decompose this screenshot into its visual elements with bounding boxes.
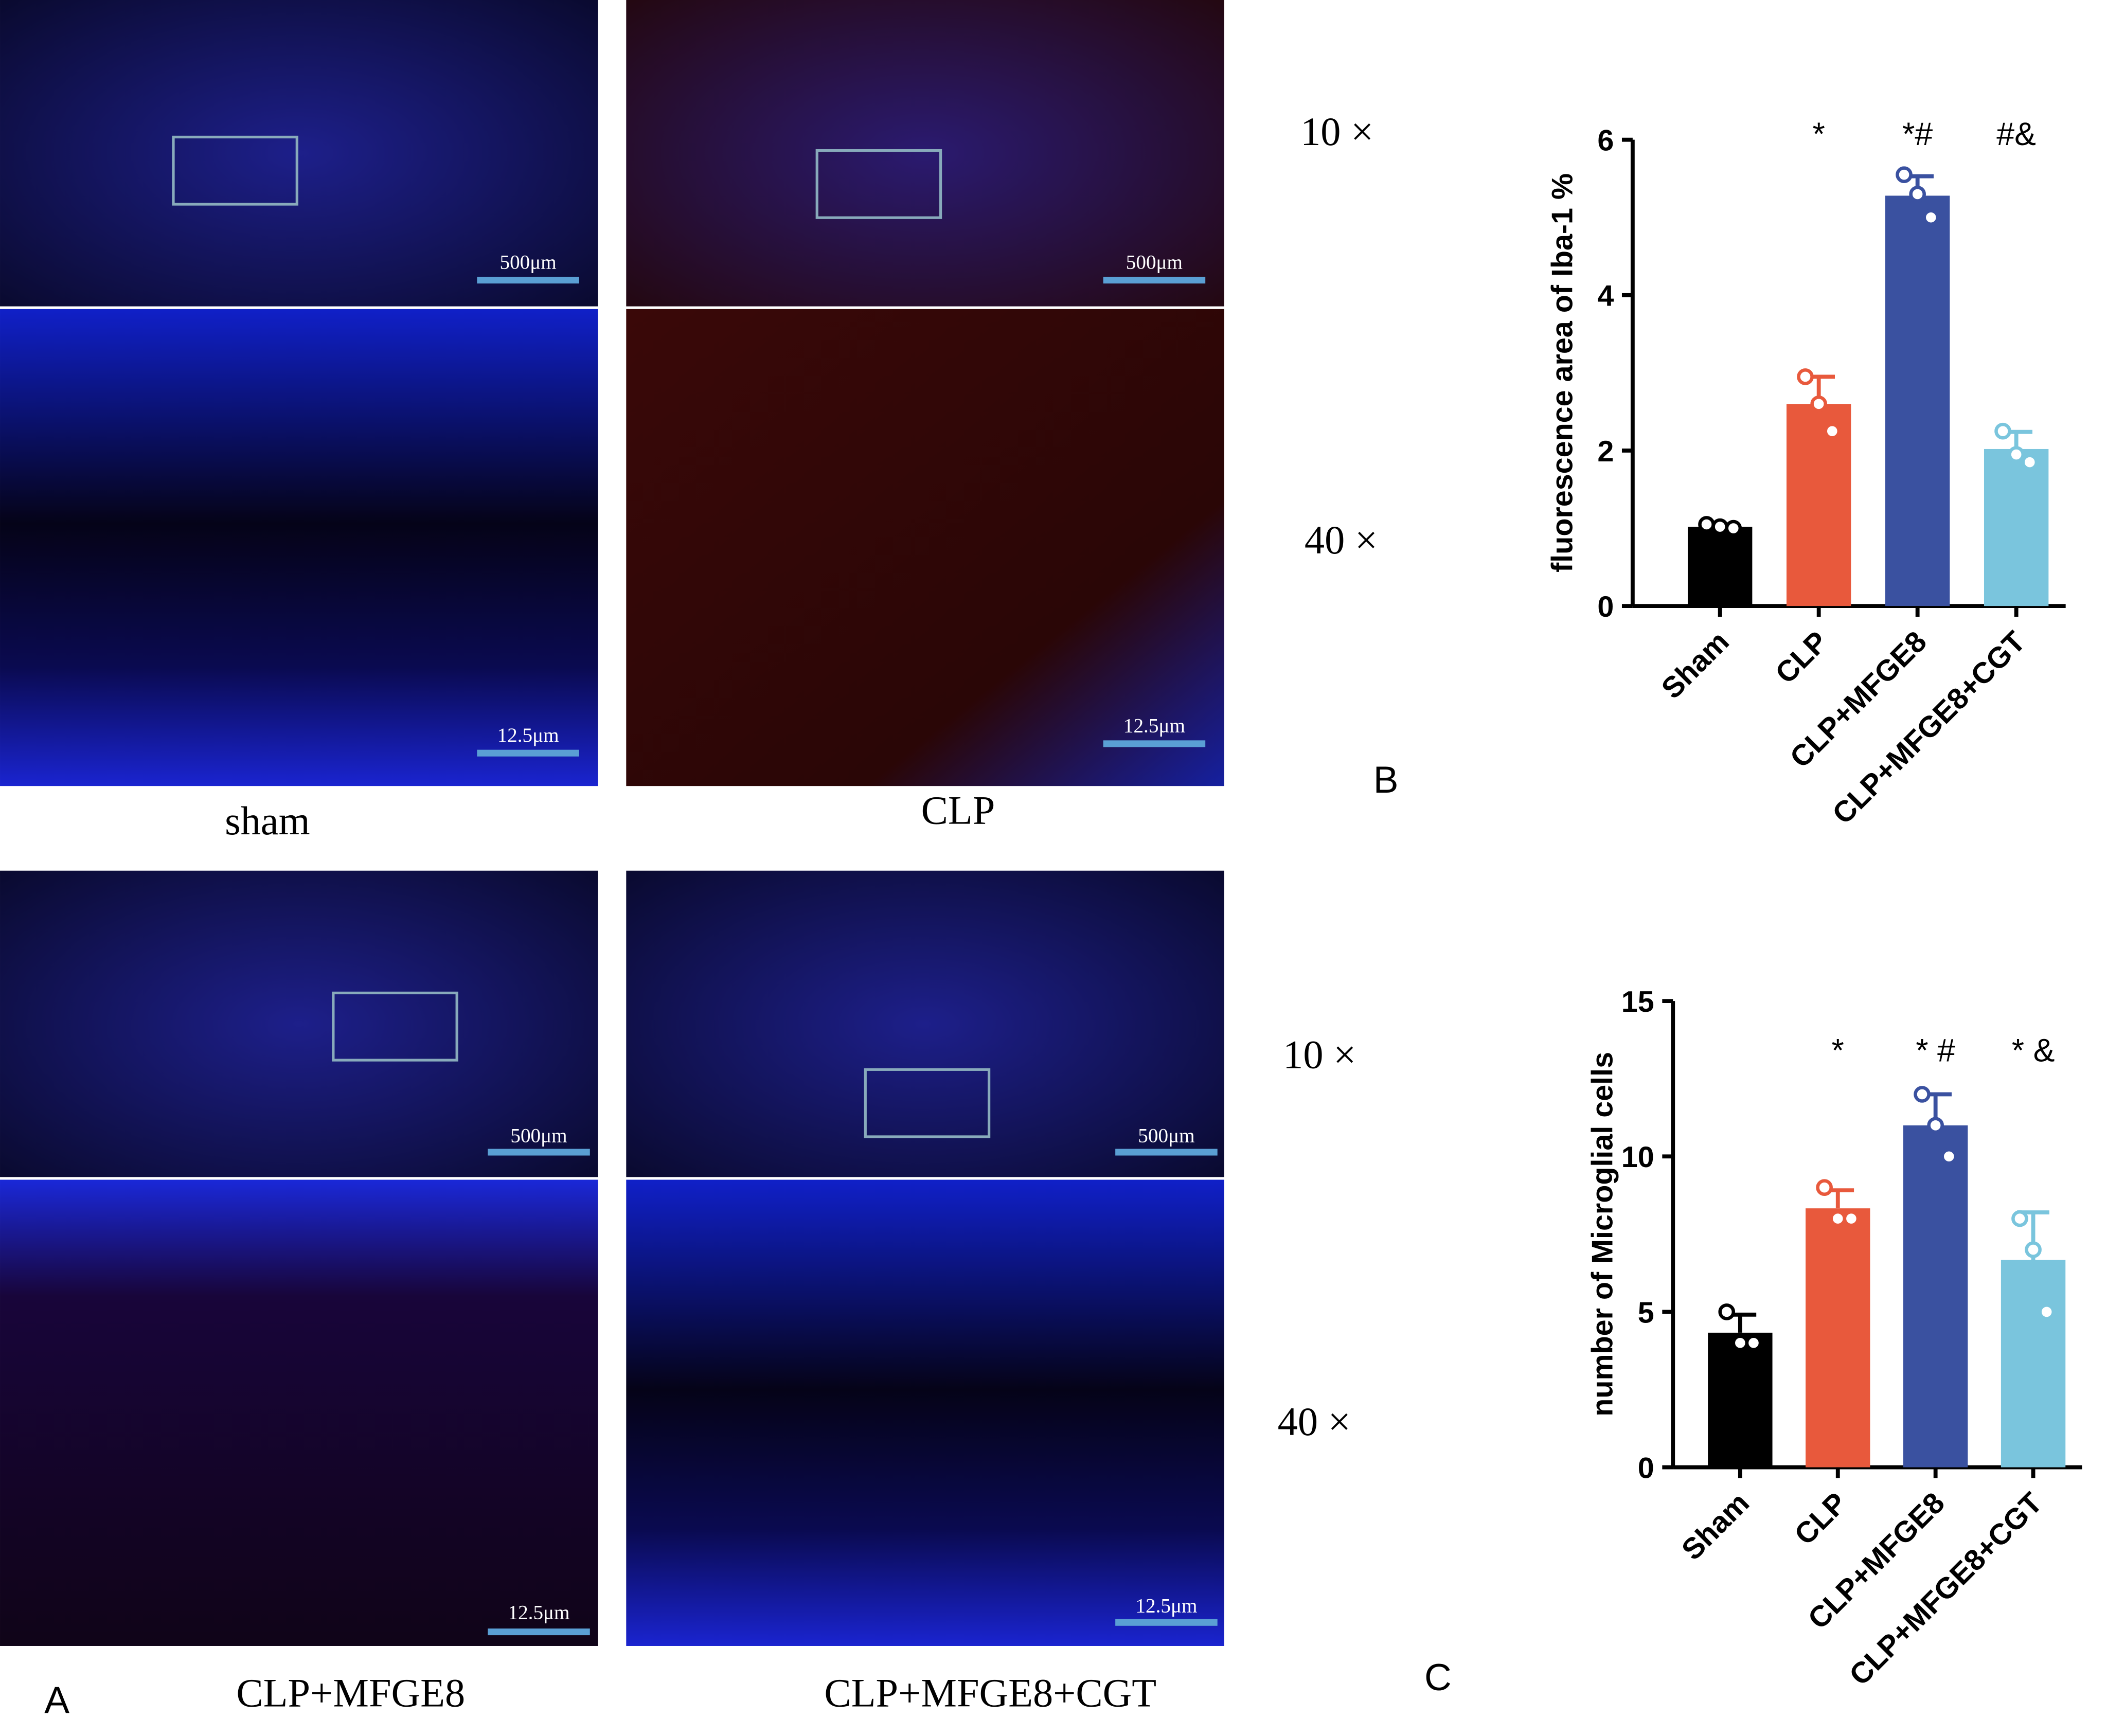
y-axis-label: fluorescence area of Iba-1 % [1546, 173, 1579, 572]
y-tick-label: 4 [1597, 280, 1614, 313]
image [0, 870, 598, 1177]
scale-label: 12.5μm [1123, 715, 1185, 737]
data-point [1810, 395, 1827, 413]
panel-label: B [1373, 759, 1399, 801]
magnification: 10 × [1283, 1032, 1356, 1077]
image [0, 1179, 598, 1646]
image [0, 309, 598, 786]
data-point [1698, 516, 1715, 533]
y-tick-label: 15 [1621, 986, 1654, 1018]
magnification: 40 × [1278, 1399, 1351, 1444]
data-point [1816, 1179, 1833, 1196]
x-tick-label: Sham [1675, 1487, 1756, 1567]
micrographs: 500μm 12.5μm 500μm 12.5μm 500μm 12.5μm 5… [0, 0, 1224, 1646]
bar [1984, 449, 2049, 606]
x-tick-label: CLP [1788, 1487, 1853, 1552]
scale-bars [477, 277, 1218, 1636]
bar [2001, 1260, 2066, 1467]
scale-labels: 500μm 12.5μm 500μm 12.5μm 500μm 12.5μm 5… [497, 251, 1198, 1623]
scale-label: 12.5μm [497, 724, 559, 746]
data-point [1927, 1117, 1944, 1134]
panel-label: C [1424, 1657, 1452, 1698]
y-tick-label: 0 [1638, 1452, 1654, 1484]
data-point [1914, 1086, 1931, 1103]
image [626, 309, 1224, 786]
annotation: *# [1902, 116, 1933, 152]
data-point [1994, 422, 2011, 440]
magnification: 40 × [1305, 517, 1378, 562]
data-point [1843, 1210, 1860, 1227]
data-point [1909, 186, 1926, 203]
scale-label: 500μm [500, 251, 557, 273]
bar [1903, 1125, 1968, 1467]
x-tick-label: Sham [1655, 625, 1736, 705]
data-point [1745, 1334, 1762, 1352]
data-point [2038, 1303, 2056, 1320]
group-label: CLP+MFGE8 [236, 1671, 465, 1715]
y-axis-label: number of Microglial cells [1586, 1052, 1619, 1417]
x-tick-label: CLP+MFGE8+CGT [1826, 625, 2032, 831]
data-point [1725, 520, 1742, 537]
image [0, 0, 598, 307]
charts: 0 2 4 6 fluorescence area of Iba-1 % Sham CLP *… [1546, 116, 2082, 1692]
panel-label: A [44, 1680, 69, 1722]
image [626, 0, 1224, 307]
y-tick-label: 2 [1597, 435, 1614, 468]
bar [1786, 404, 1851, 606]
annotation: * & [2012, 1033, 2055, 1069]
data-point [1797, 368, 1814, 385]
y-tick-label: 5 [1638, 1296, 1654, 1329]
data-point [1824, 422, 1841, 440]
image [626, 870, 1224, 1177]
labels: sham CLP CLP+MFGE8 CLP+MFGE8+CGT 10 × 40… [225, 109, 1378, 1715]
scale-label: 500μm [510, 1124, 567, 1147]
bar [1806, 1208, 1870, 1467]
scale-label: 12.5μm [508, 1602, 570, 1624]
panel-labels: A B C [44, 759, 1452, 1721]
data-point [2025, 1241, 2042, 1258]
scale-label: 12.5μm [1135, 1595, 1197, 1617]
data-point [1718, 1303, 1736, 1320]
data-point [1896, 166, 1913, 183]
data-point [2021, 454, 2039, 471]
annotation: * # [1916, 1033, 1955, 1069]
y-tick-label: 10 [1621, 1141, 1654, 1174]
annotation: * [1812, 116, 1825, 152]
data-point [2011, 1210, 2028, 1227]
annotation: #& [1996, 116, 2036, 152]
data-point [1829, 1210, 1847, 1227]
scale-label: 500μm [1138, 1124, 1194, 1147]
data-point [1731, 1334, 1749, 1352]
bar [1885, 195, 1950, 606]
image [626, 1179, 1224, 1646]
data-point [1940, 1148, 1958, 1165]
annotation: * [1832, 1033, 1844, 1069]
data-point [1711, 518, 1728, 535]
group-label: CLP+MFGE8+CGT [824, 1671, 1156, 1715]
data-point [1922, 209, 1940, 226]
y-tick-label: 6 [1597, 124, 1614, 157]
bar [1708, 1332, 1773, 1467]
group-label: sham [225, 798, 310, 843]
data-point [2008, 446, 2025, 463]
x-tick-label: CLP+MFGE8+CGT [1843, 1487, 2049, 1692]
zoom-frames [172, 135, 991, 1138]
magnification: 10 × [1300, 109, 1373, 154]
bar [1687, 527, 1753, 606]
x-tick-label: CLP [1769, 625, 1834, 690]
group-label: CLP [921, 788, 995, 832]
y-tick-label: 0 [1597, 590, 1614, 623]
scale-label: 500μm [1126, 251, 1183, 273]
